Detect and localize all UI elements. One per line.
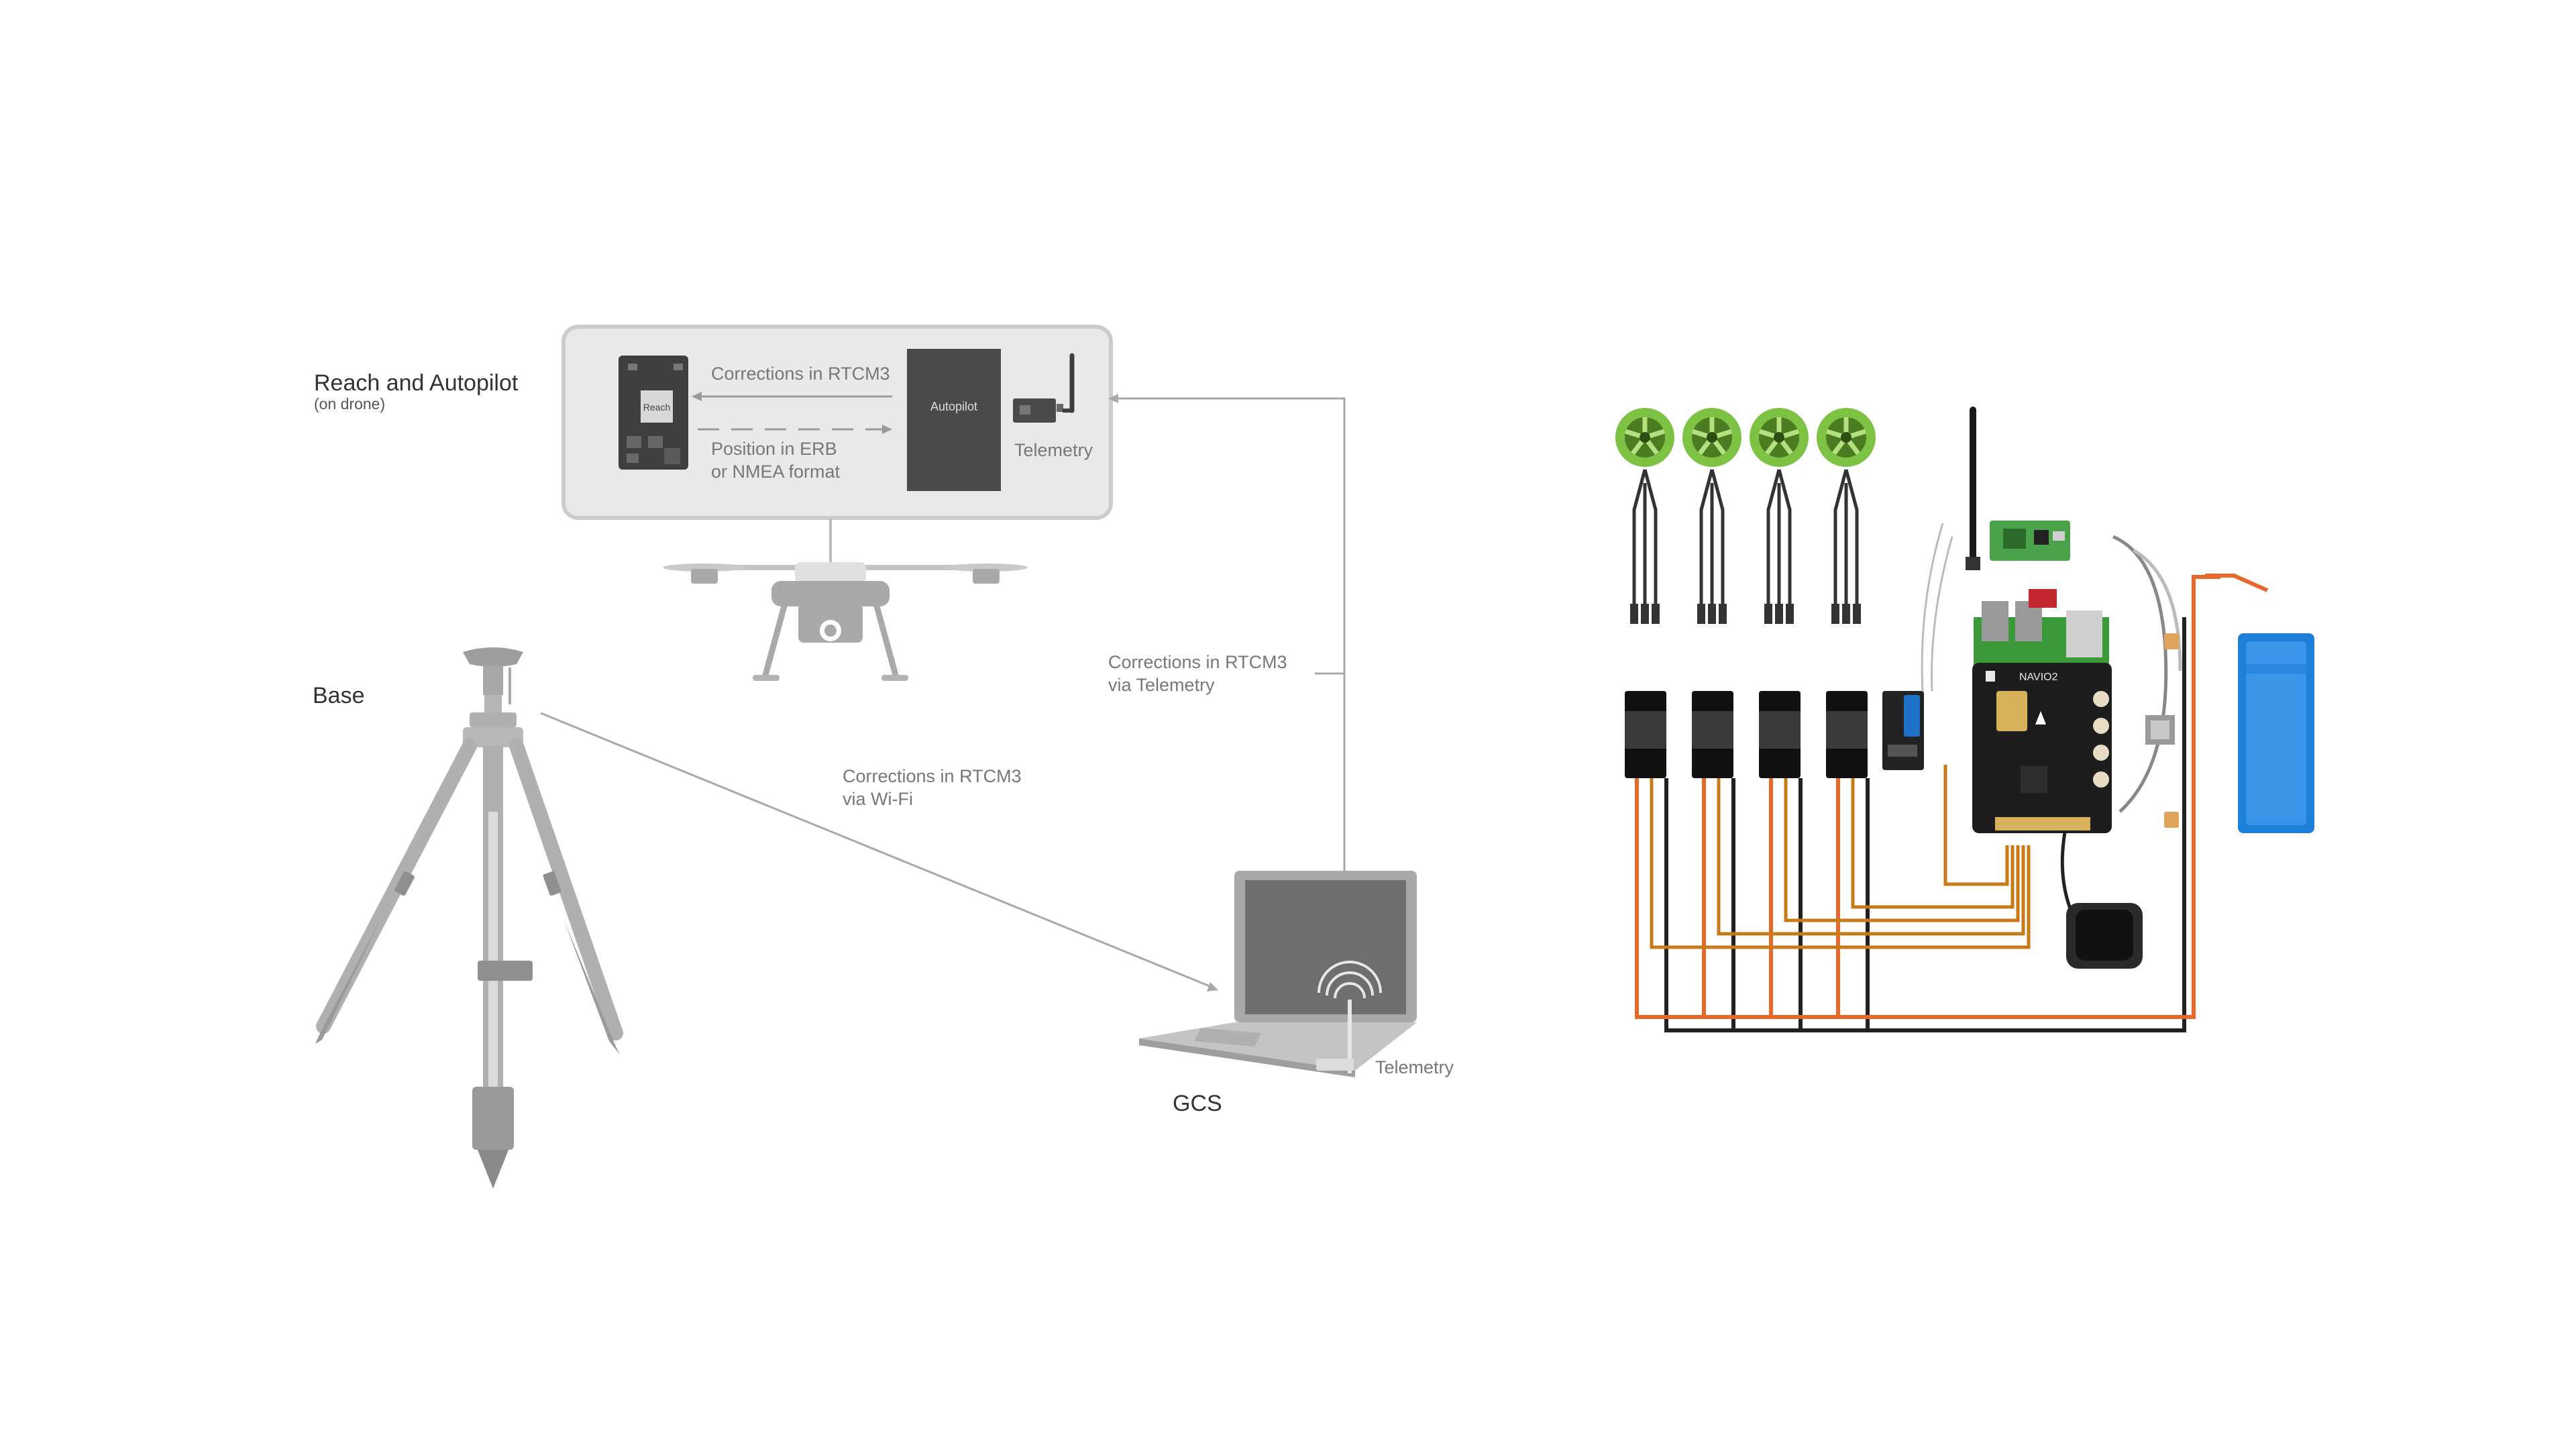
motor-esc-chain-4 <box>1817 408 1876 778</box>
telemetry-link-arrowhead <box>1108 394 1118 403</box>
motor-esc-chain-1 <box>1615 408 1674 778</box>
telemetry-link-line <box>1114 397 1346 880</box>
position-arrowhead <box>882 425 892 434</box>
navio2-board-icon: NAVIO2 <box>1972 589 2112 833</box>
base-tripod-icon <box>315 647 623 1189</box>
motor-esc-chain-3 <box>1750 408 1809 778</box>
corrections-arrowhead <box>692 392 702 401</box>
power-wires <box>1635 483 2269 1032</box>
reach-autopilot-subtitle: (on drone) <box>314 395 385 413</box>
wifi-link-line <box>540 712 1214 989</box>
reach-module-label: Reach <box>643 402 670 413</box>
autopilot-label: Autopilot <box>930 400 977 413</box>
rc-receiver-icon <box>1882 691 1924 770</box>
drone-icon <box>663 562 1028 681</box>
gcs-laptop-icon <box>1139 871 1417 1077</box>
telemetry-link-label-line1: Corrections in RTCM3 <box>1108 652 1287 672</box>
drone-telemetry-radio-icon <box>1013 353 1075 423</box>
battery-icon <box>2238 633 2314 833</box>
wifi-link-label-line1: Corrections in RTCM3 <box>843 766 1022 786</box>
power-module-icon <box>2145 633 2179 828</box>
reach-autopilot-title: Reach and Autopilot <box>314 370 519 396</box>
gcs-label: GCS <box>1173 1091 1222 1116</box>
autopilot-module <box>907 349 1001 491</box>
navio2-label: NAVIO2 <box>2019 672 2058 683</box>
drone-telemetry-label: Telemetry <box>1014 440 1093 460</box>
gps-antenna-icon <box>2066 903 2143 969</box>
corrections-label: Corrections in RTCM3 <box>711 364 890 384</box>
telemetry-radio-pcb-icon <box>1966 407 2070 570</box>
base-label: Base <box>313 683 365 708</box>
gcs-telemetry-label: Telemetry <box>1375 1057 1454 1077</box>
telemetry-link-label-line2: via Telemetry <box>1108 675 1215 695</box>
reach-module: Reach <box>619 356 688 470</box>
motor-esc-chain-2 <box>1682 408 1741 778</box>
position-label-line1: Position in ERB <box>711 439 837 459</box>
position-label-line2: or NMEA format <box>711 462 841 482</box>
wifi-link-label-line2: via Wi-Fi <box>843 789 913 809</box>
wifi-link-arrowhead <box>1207 982 1218 991</box>
